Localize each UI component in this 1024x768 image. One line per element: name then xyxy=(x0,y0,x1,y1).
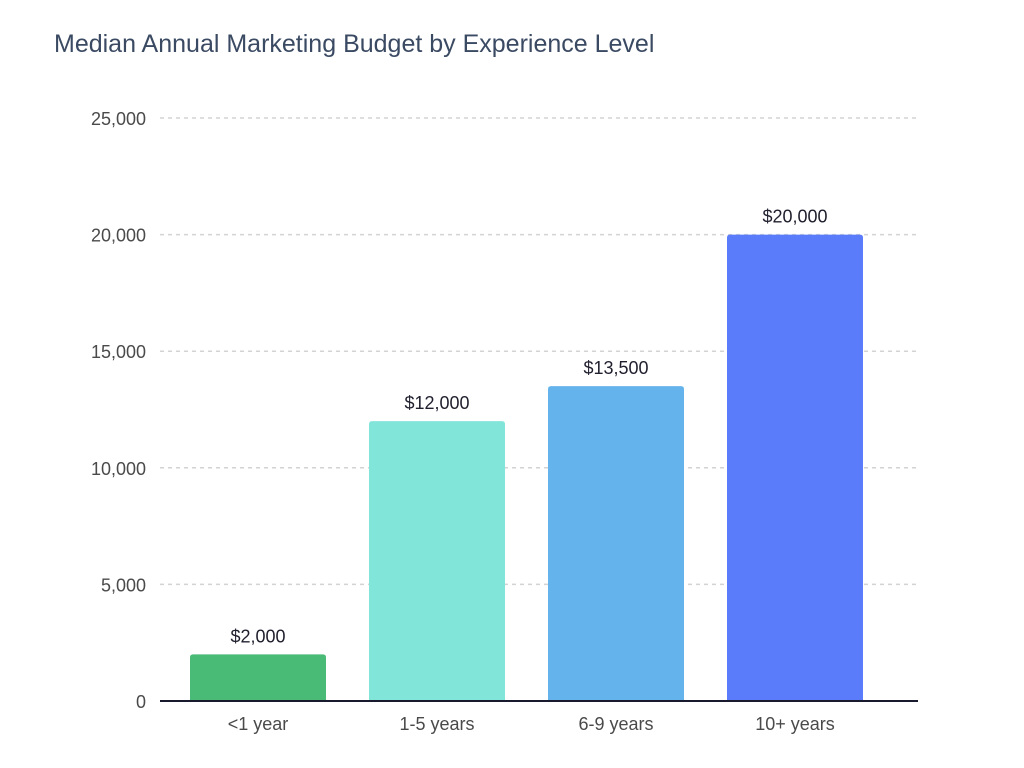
y-tick-label: 25,000 xyxy=(91,109,146,129)
bar xyxy=(727,234,863,701)
x-tick-label: 6-9 years xyxy=(578,714,653,734)
bar xyxy=(369,421,505,701)
bar xyxy=(190,654,326,701)
bar-value-label: $13,500 xyxy=(583,358,648,378)
bar xyxy=(548,386,684,701)
y-tick-label: 0 xyxy=(136,692,146,712)
y-tick-label: 10,000 xyxy=(91,459,146,479)
x-tick-label: 10+ years xyxy=(755,714,835,734)
y-tick-label: 15,000 xyxy=(91,342,146,362)
x-tick-label: 1-5 years xyxy=(399,714,474,734)
bar-value-label: $20,000 xyxy=(762,207,827,227)
y-tick-label: 20,000 xyxy=(91,226,146,246)
x-tick-label: <1 year xyxy=(228,714,289,734)
chart-title: Median Annual Marketing Budget by Experi… xyxy=(54,30,655,58)
bar-value-label: $2,000 xyxy=(230,626,285,646)
bar-value-label: $12,000 xyxy=(404,393,469,413)
y-tick-label: 5,000 xyxy=(101,575,146,595)
